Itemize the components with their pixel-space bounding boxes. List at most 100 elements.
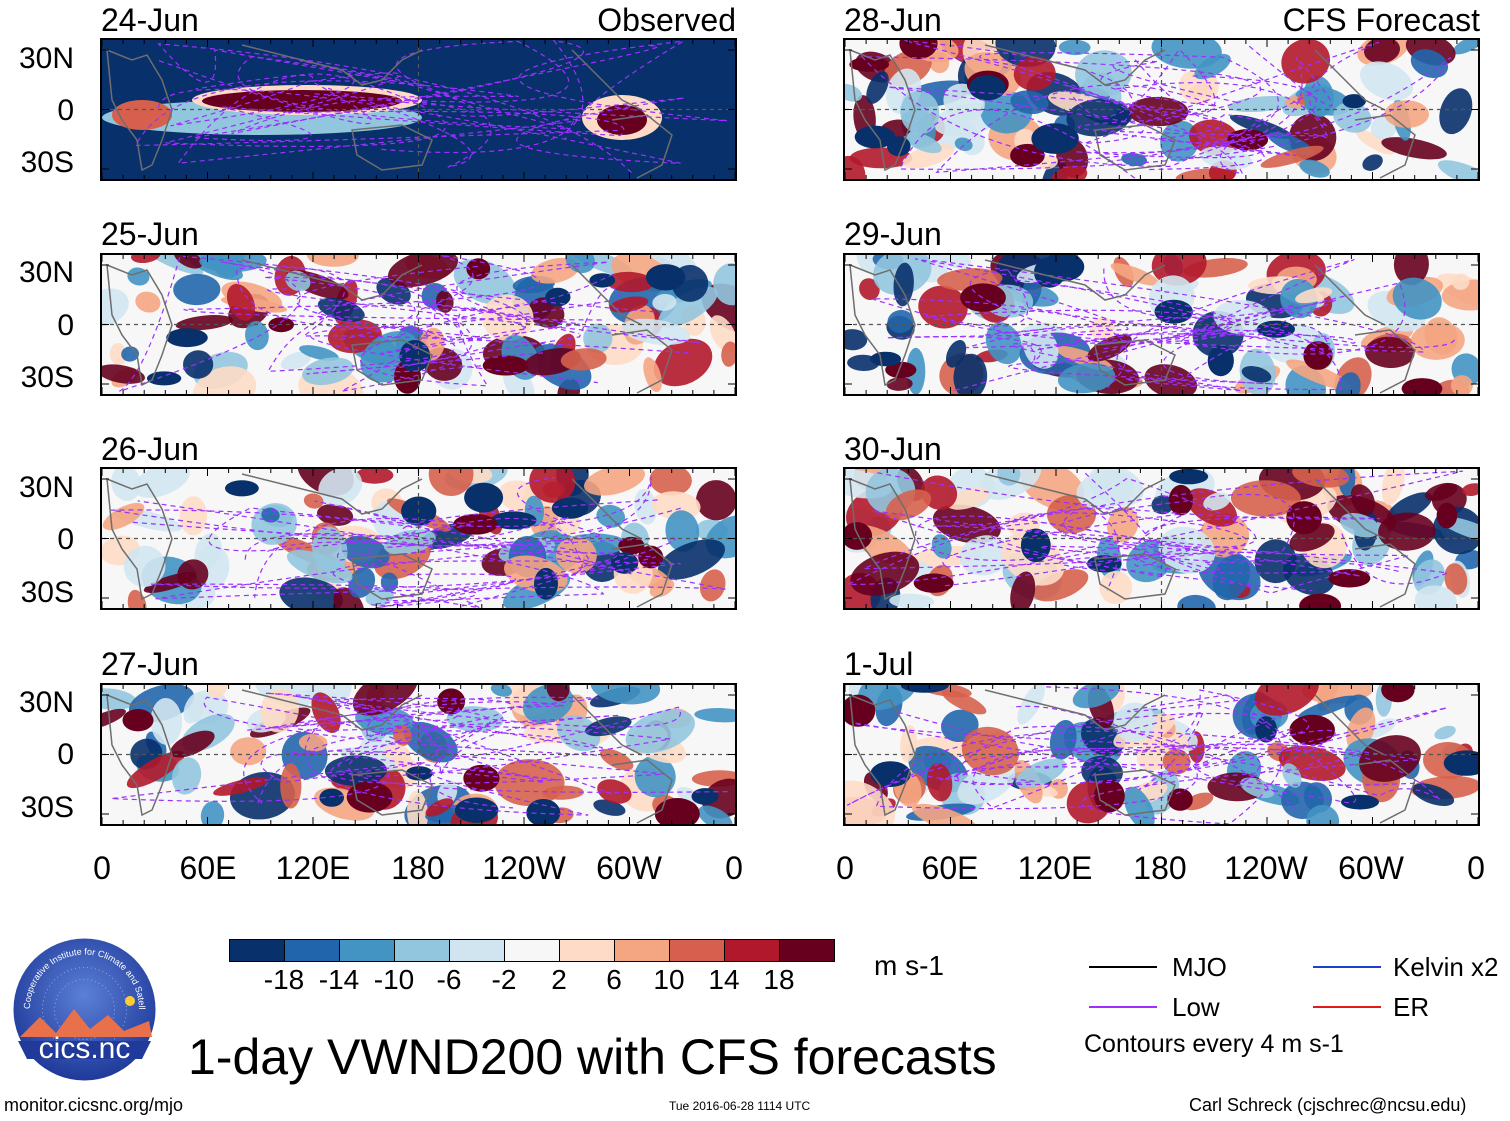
wind-anomaly-blob — [1177, 594, 1216, 608]
low-contour — [111, 750, 665, 802]
wind-anomaly-blob — [1099, 570, 1133, 605]
wind-anomaly-core — [870, 761, 911, 787]
wind-anomaly-blob — [903, 132, 942, 154]
figure-title: 1-day VWND200 with CFS forecasts — [188, 1029, 997, 1085]
lon-label-right-60w: 60W — [1338, 850, 1404, 886]
coastline — [1354, 329, 1416, 394]
wind-anomaly-blob — [546, 685, 570, 702]
low-contour — [157, 45, 685, 164]
lon-label-right-180: 180 — [1133, 850, 1187, 886]
wind-anomaly-blob — [652, 293, 677, 311]
map-panel-30-jun — [843, 467, 1480, 610]
coastline — [106, 693, 173, 817]
wind-anomaly-core — [900, 685, 949, 693]
legend-line-mjo — [1089, 966, 1157, 968]
wind-anomaly-blob — [1412, 783, 1455, 807]
lon-label-left-360: 0 — [725, 850, 743, 886]
wind-anomaly-core — [885, 361, 917, 379]
wind-anomaly-blob — [494, 759, 565, 807]
lon-label-left-60w: 60W — [596, 850, 662, 886]
wind-anomaly-blob — [352, 685, 418, 716]
wind-anomaly-blob — [135, 291, 161, 313]
wind-anomaly-blob — [1292, 469, 1350, 488]
wind-anomaly-blob — [169, 730, 215, 758]
wind-anomaly-blob — [1365, 336, 1415, 369]
wind-anomaly-blob — [859, 278, 880, 300]
wind-anomaly-core — [1401, 378, 1443, 394]
wind-anomaly-blob — [183, 692, 206, 724]
coastline — [611, 329, 673, 394]
wind-anomaly-blob — [997, 469, 1021, 486]
lon-label-left-60e: 60E — [179, 850, 237, 886]
wind-anomaly-core — [691, 788, 719, 805]
wind-anomaly-blob — [850, 551, 920, 596]
lon-label-right-120w: 120W — [1224, 850, 1308, 886]
coastline — [241, 689, 423, 731]
legend-line-er — [1313, 1006, 1381, 1008]
wind-anomaly-blob — [1317, 685, 1342, 711]
wind-anomaly-blob — [407, 790, 428, 824]
colorbar-cell — [229, 939, 285, 962]
wind-anomaly-blob — [858, 685, 919, 711]
low-contour — [875, 686, 1418, 824]
colorbar-units: m s-1 — [874, 950, 944, 981]
low-contour — [925, 258, 1355, 391]
footer-url: monitor.cicsnc.org/mjo — [4, 1095, 184, 1115]
coastline — [106, 263, 173, 387]
wind-anomaly-blob — [1151, 40, 1222, 69]
coastline — [611, 114, 673, 179]
wind-anomaly-blob — [111, 469, 142, 501]
map-panel-1-jul — [843, 683, 1480, 826]
lat-label-30n-row3: 30N — [18, 471, 74, 504]
map-panel-24-jun — [100, 38, 737, 181]
low-contour — [267, 288, 701, 387]
coastline — [241, 473, 423, 515]
wind-anomaly-core — [122, 709, 154, 732]
wind-anomaly-blob — [665, 510, 700, 552]
wind-anomaly-blob — [1364, 40, 1400, 64]
wind-anomaly-blob — [1260, 145, 1324, 168]
low-contour — [157, 43, 632, 174]
lon-label-right-60e: 60E — [921, 850, 979, 886]
wind-anomaly-blob — [102, 708, 126, 730]
coastline — [571, 478, 643, 540]
map-svg — [102, 469, 735, 608]
wind-anomaly-blob — [102, 502, 145, 531]
wind-anomaly-blob — [1424, 317, 1458, 355]
wind-anomaly-blob — [641, 255, 697, 272]
wind-anomaly-blob — [887, 309, 914, 333]
wind-anomaly-blob — [1414, 585, 1457, 608]
colorbar-tick: 18 — [763, 964, 795, 995]
wind-anomaly-blob — [436, 290, 454, 313]
wind-anomaly-core — [913, 573, 954, 593]
wind-anomaly-blob — [1424, 482, 1458, 501]
wind-anomaly-blob — [590, 685, 661, 705]
wind-anomaly-blob — [173, 273, 221, 306]
wind-anomaly-blob — [845, 780, 895, 824]
wind-anomaly-core — [1010, 143, 1045, 168]
wind-anomaly-core — [1168, 484, 1194, 516]
wind-anomaly-blob — [1151, 255, 1207, 286]
lat-label-eq-row4: 0 — [57, 738, 74, 771]
wind-anomaly-core — [464, 482, 504, 513]
wind-anomaly-blob — [866, 71, 889, 104]
wind-anomaly-core — [545, 287, 571, 307]
wind-anomaly-blob — [697, 805, 733, 824]
colorbar-tick: 14 — [708, 964, 740, 995]
wind-anomaly-blob — [1013, 56, 1056, 91]
wind-anomaly-blob — [995, 40, 1056, 67]
wind-anomaly-blob — [121, 346, 139, 362]
wind-anomaly-blob — [1151, 495, 1174, 515]
low-contour — [942, 472, 1362, 577]
wind-anomaly-blob — [1384, 100, 1429, 128]
wind-anomaly-blob — [1303, 75, 1334, 117]
wind-anomaly-blob — [653, 338, 713, 387]
wind-anomaly-blob — [1107, 506, 1139, 543]
coastline — [984, 44, 1166, 86]
wind-anomaly-core — [645, 264, 686, 291]
map-svg — [845, 255, 1478, 394]
coastline — [571, 264, 643, 326]
panel-date-29-jun: 29-Jun — [844, 216, 942, 252]
map-panel-25-jun — [100, 253, 737, 396]
coastline — [106, 48, 173, 172]
